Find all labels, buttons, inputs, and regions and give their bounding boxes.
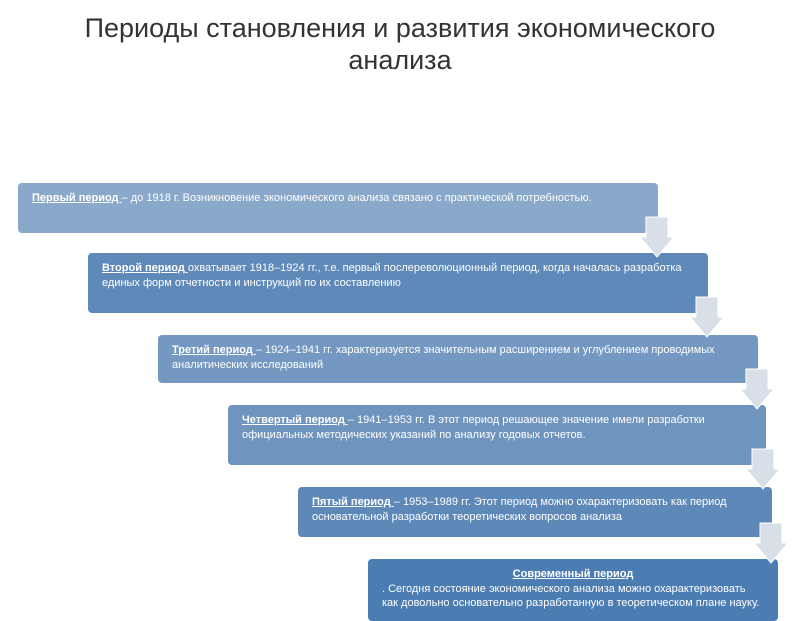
step-box-4: Четвертый период – 1941–1953 гг. В этот … <box>228 405 766 465</box>
arrow-down-icon <box>740 367 774 411</box>
arrow-down-icon <box>690 295 724 339</box>
step-box-2: Второй период охватывает 1918–1924 гг., … <box>88 253 708 313</box>
step-label: Третий период <box>172 344 256 356</box>
step-text: . Сегодня состояние экономического анали… <box>382 583 759 610</box>
arrow-down-icon <box>746 447 780 491</box>
step-label: Четвертый период <box>242 414 348 426</box>
slide-title: Периоды становления и развития экономиче… <box>0 0 800 85</box>
arrow-down-icon <box>754 521 788 565</box>
step-label: Второй период <box>102 262 188 274</box>
step-box-6: Современный период . Сегодня состояние эк… <box>368 559 778 621</box>
step-text: – до 1918 г. Возникновение экономическог… <box>122 192 592 204</box>
step-label: Современный период <box>513 568 634 580</box>
arrow-down-icon <box>640 215 674 259</box>
step-text: охватывает 1918–1924 гг., т.е. первый по… <box>102 262 682 289</box>
slide: Периоды становления и развития экономиче… <box>0 0 800 600</box>
step-box-3: Третий период – 1924–1941 гг. характериз… <box>158 335 758 383</box>
step-label: Пятый период <box>312 496 394 508</box>
step-label: Первый период <box>32 192 122 204</box>
step-box-1: Первый период – до 1918 г. Возникновение… <box>18 183 658 233</box>
step-box-5: Пятый период – 1953–1989 гг. Этот период… <box>298 487 772 537</box>
